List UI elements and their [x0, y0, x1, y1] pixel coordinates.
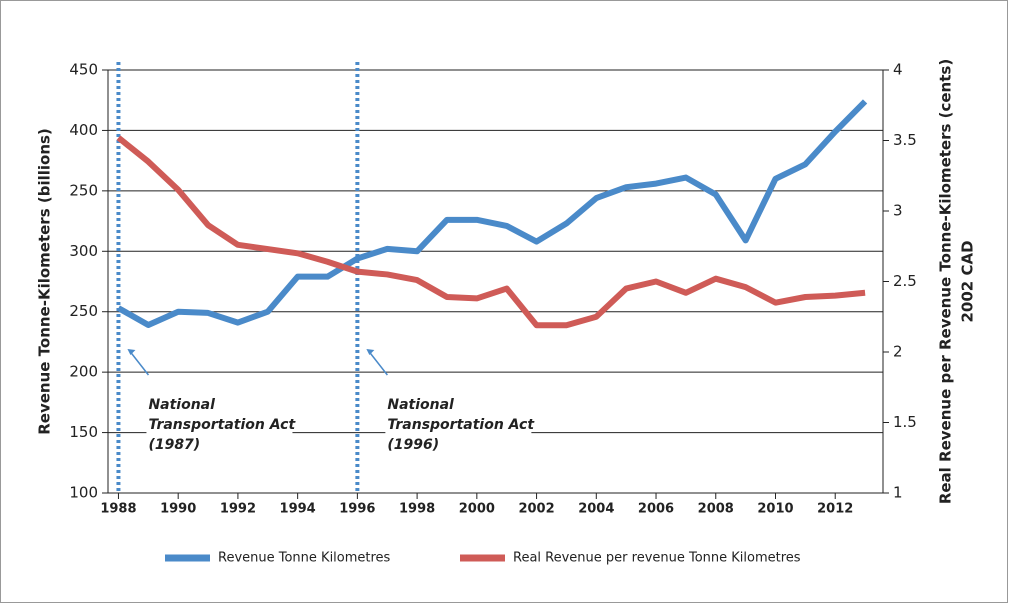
y-tick-label: 450 — [69, 61, 98, 79]
y-tick-label: 100 — [69, 484, 98, 502]
x-tick-label: 2008 — [698, 502, 734, 517]
x-tick-label: 2012 — [817, 502, 853, 517]
y2-axis-title: 2002 CAD — [959, 240, 977, 322]
y-tick-label: 250 — [69, 181, 98, 199]
x-tick-label: 1998 — [399, 502, 435, 517]
x-tick-label: 1990 — [160, 502, 196, 517]
y-tick-label: 200 — [69, 363, 98, 381]
legend-label: Revenue Tonne Kilometres — [218, 551, 391, 566]
y-tick-label: 300 — [69, 242, 98, 260]
y2-tick-label: 2.5 — [893, 272, 917, 290]
y-tick-label: 400 — [69, 121, 98, 139]
y-axis-title: Revenue Tonne-Kilometers (billions) — [36, 128, 54, 435]
annotation-text: (1987) — [148, 437, 200, 453]
y2-axis-title: Real Revenue per Revenue Tonne-Kilometer… — [937, 59, 955, 504]
y-tick-label: 150 — [69, 423, 98, 441]
x-tick-label: 1988 — [100, 502, 136, 517]
x-tick-label: 1996 — [339, 502, 375, 517]
annotation-text: Transportation Act — [148, 417, 296, 433]
annotation-bg — [146, 395, 293, 455]
annotation-text: Transportation Act — [387, 417, 535, 433]
y2-tick-label: 1 — [893, 484, 903, 502]
x-tick-label: 2004 — [578, 502, 614, 517]
annotation-text: National — [387, 397, 454, 413]
annotation-bg — [385, 395, 532, 455]
annotation-arrow — [129, 351, 150, 376]
x-tick-label: 2000 — [459, 502, 495, 517]
arrow-head — [127, 349, 136, 355]
series-line — [116, 135, 866, 329]
y2-tick-label: 3.5 — [893, 131, 917, 149]
y2-tick-label: 1.5 — [893, 413, 917, 431]
y2-tick-label: 4 — [893, 61, 903, 79]
series-line — [116, 99, 868, 329]
y2-tick-label: 2 — [893, 343, 903, 361]
x-tick-label: 2006 — [638, 502, 674, 517]
y2-tick-label: 3 — [893, 202, 903, 220]
x-tick-label: 2002 — [518, 502, 554, 517]
x-tick-label: 1994 — [280, 502, 316, 517]
annotation-arrow — [368, 351, 388, 376]
x-tick-label: 1992 — [220, 502, 256, 517]
y-tick-label: 250 — [69, 302, 98, 320]
legend-label: Real Revenue per revenue Tonne Kilometre… — [513, 551, 801, 566]
annotation-text: National — [148, 397, 215, 413]
arrow-head — [366, 349, 375, 355]
annotation-text: (1996) — [387, 437, 439, 453]
x-tick-label: 2010 — [757, 502, 793, 517]
